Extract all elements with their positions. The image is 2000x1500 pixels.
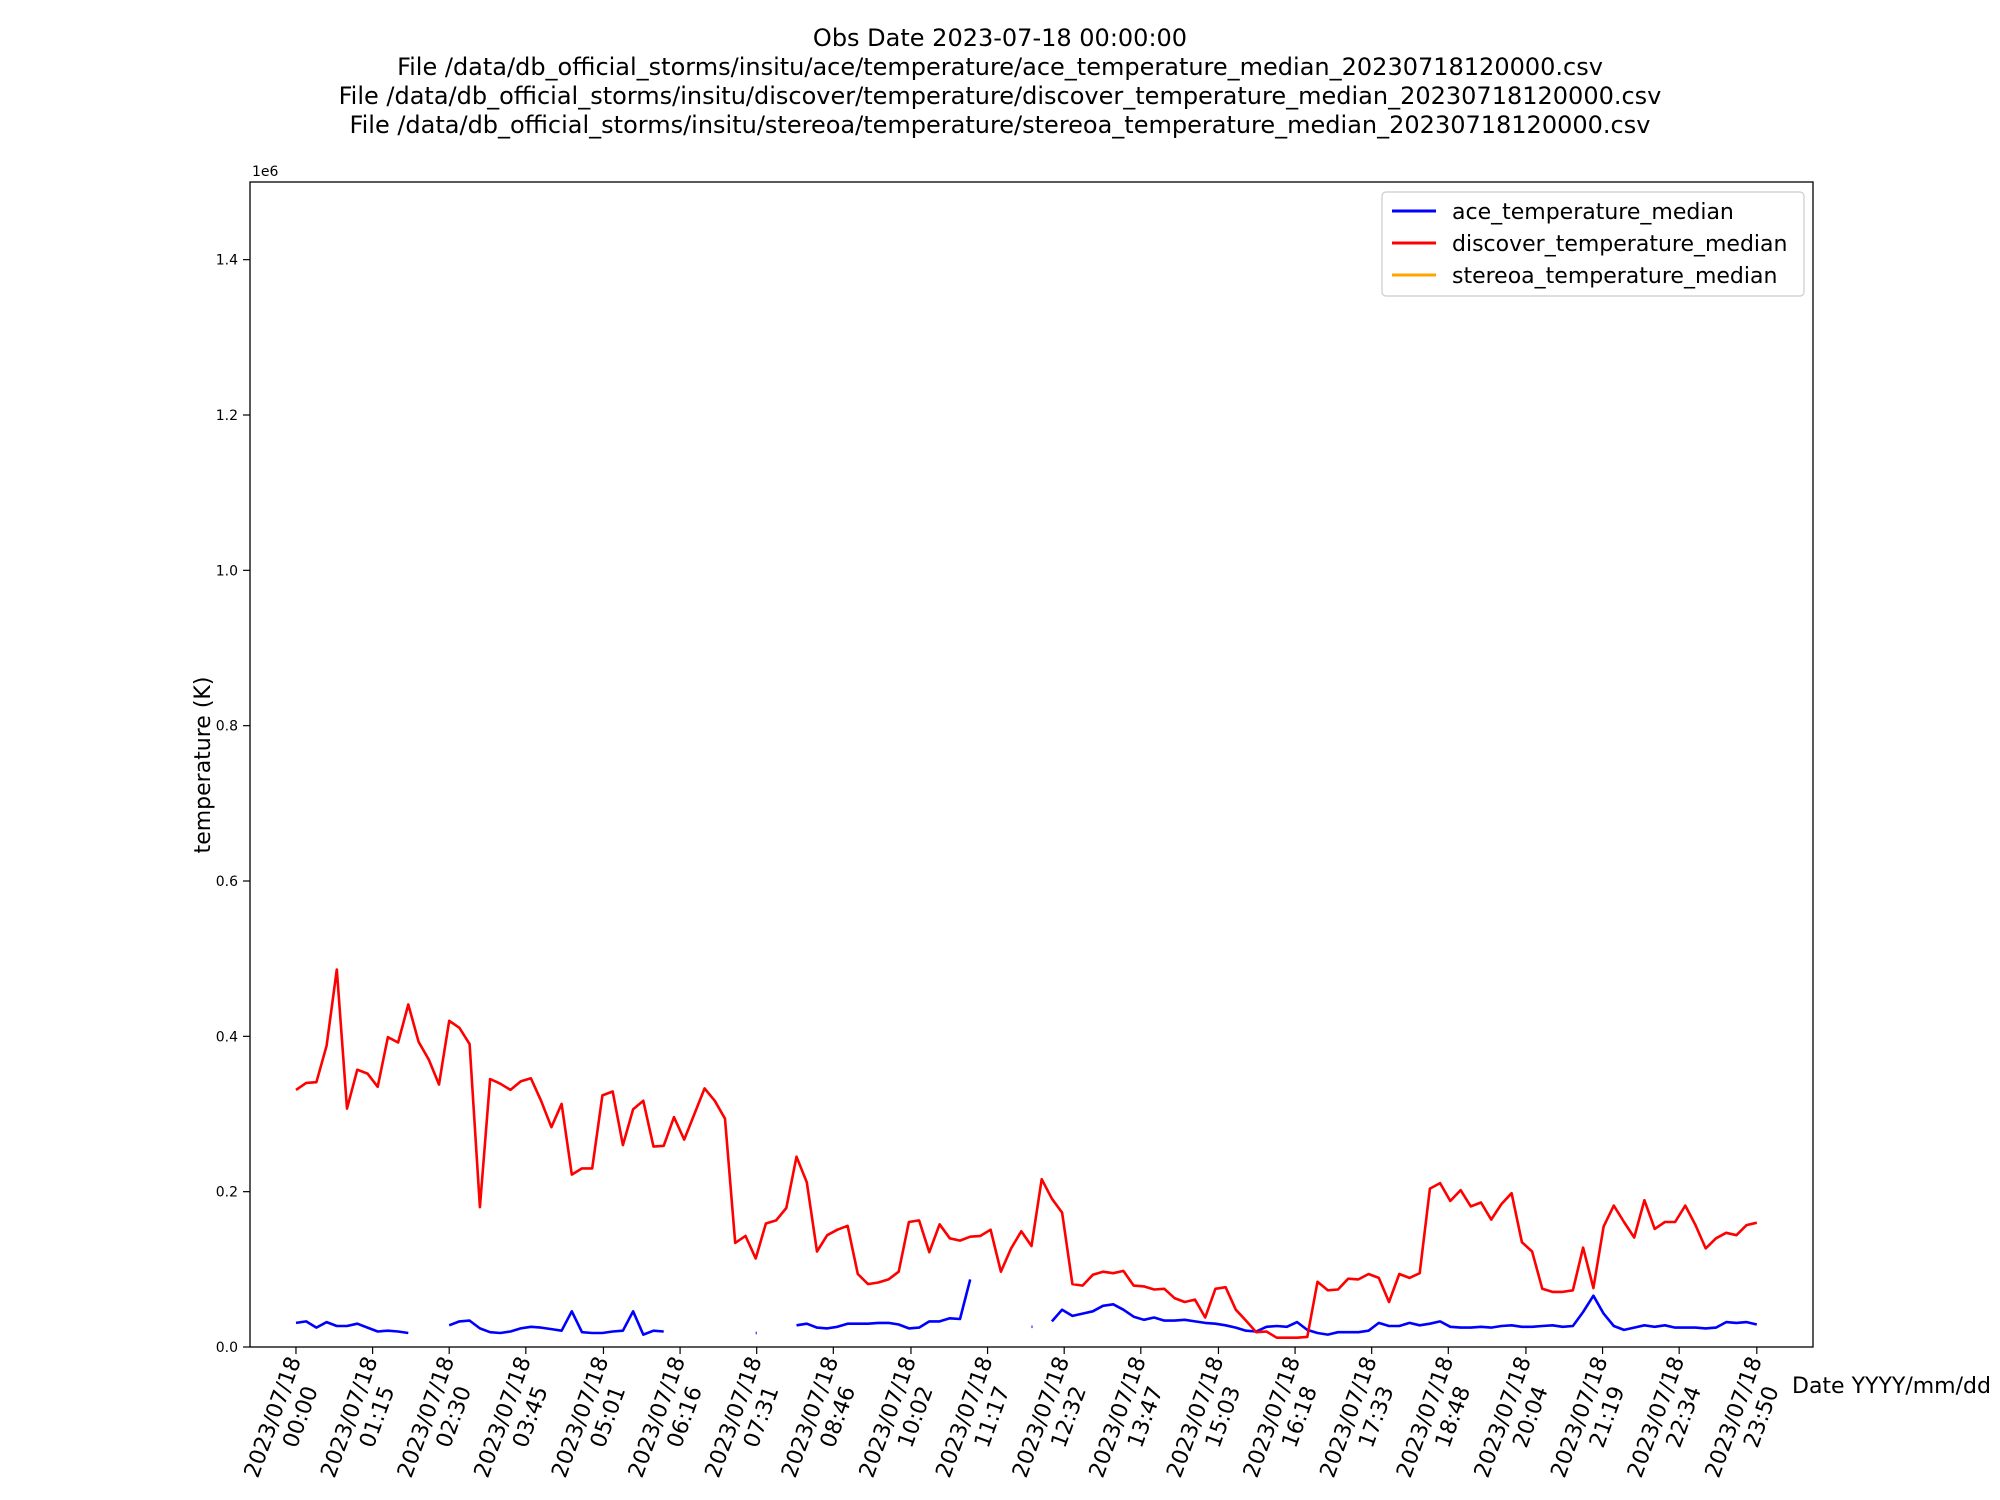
plot-frame	[249, 181, 1814, 1348]
series-line-discover-temperature-median	[295, 968, 1758, 1339]
legend-label-discover: discover_temperature_median	[1452, 232, 1787, 257]
y-tick-label: 0.4	[216, 1029, 238, 1045]
legend-box	[1381, 191, 1805, 297]
y-tick-label: 0.2	[216, 1185, 238, 1201]
series-discover-temperature-median	[295, 968, 1758, 1339]
legend-label-ace: ace_temperature_median	[1452, 200, 1734, 225]
legend: ace_temperature_median discover_temperat…	[1381, 191, 1805, 297]
y-tick-label: 1.0	[216, 563, 238, 579]
x-tick-label-text: 2023/07/1822:34	[1623, 1353, 1714, 1490]
y-tick-label: 0.8	[216, 719, 238, 735]
series-line-ace-temperature-median	[1050, 1294, 1758, 1336]
x-axis: 2023/07/1800:002023/07/1801:152023/07/18…	[240, 1347, 1792, 1490]
series-layer	[295, 968, 1758, 1339]
x-tick-label: 2023/07/1818:48	[1392, 1353, 1483, 1490]
series-ace-temperature-median	[295, 1279, 1758, 1336]
y-axis: 0.0 0.2 0.4 0.6 0.8 1.0 1.2 1.4	[216, 253, 250, 1356]
y-tick-label: 0.0	[216, 1340, 238, 1356]
x-tick-label: 2023/07/1823:50	[1701, 1353, 1792, 1490]
x-tick-label-text: 2023/07/1808:46	[777, 1353, 868, 1490]
title-line-ace-file: File /data/db_official_storms/insitu/ace…	[397, 53, 1603, 81]
y-tick-label: 1.2	[216, 408, 238, 424]
y-axis-label: temperature (K)	[191, 677, 216, 854]
y-tick-label: 0.6	[216, 874, 238, 890]
title-line-discover-file: File /data/db_official_storms/insitu/dis…	[338, 82, 1662, 110]
y-tick-label: 1.4	[216, 253, 238, 269]
x-tick-label-text: 2023/07/1803:45	[470, 1353, 561, 1490]
x-tick-label: 2023/07/1808:46	[777, 1353, 868, 1490]
series-line-ace-temperature-median	[448, 1310, 664, 1336]
x-tick-label: 2023/07/1822:34	[1623, 1353, 1714, 1490]
series-line-ace-temperature-median	[796, 1279, 972, 1330]
series-line-ace-temperature-median	[295, 1320, 409, 1335]
x-tick-label: 2023/07/1803:45	[470, 1353, 561, 1490]
x-tick-label: 2023/07/1813:47	[1085, 1353, 1176, 1490]
x-tick-label-text: 2023/07/1823:50	[1701, 1353, 1792, 1490]
x-axis-label: Date YYYY/mm/dd	[1792, 1374, 1991, 1399]
legend-label-stereoa: stereoa_temperature_median	[1452, 264, 1777, 289]
chart-title: Obs Date 2023-07-18 00:00:00 File /data/…	[0, 24, 2000, 140]
title-line-obs-date: Obs Date 2023-07-18 00:00:00	[812, 24, 1188, 52]
x-tick-label-text: 2023/07/1818:48	[1392, 1353, 1483, 1490]
title-line-stereoa-file: File /data/db_official_storms/insitu/ste…	[349, 111, 1651, 139]
y-offset-label: 1e6	[252, 164, 279, 180]
x-tick-label-text: 2023/07/1813:47	[1085, 1353, 1176, 1490]
